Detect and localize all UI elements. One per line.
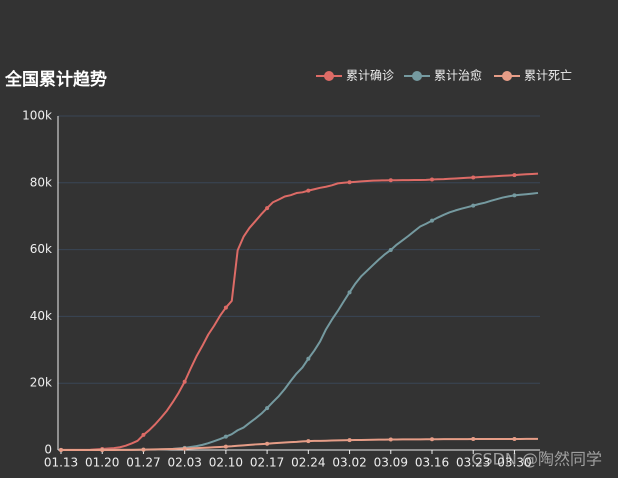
x-tick-label: 03.23 [456,456,490,470]
legend-label: 累计治愈 [434,68,482,83]
y-tick-label: 20k [30,376,52,390]
point [100,447,105,452]
point [223,305,228,310]
point [265,406,270,411]
point [306,356,311,361]
series-line [61,437,539,451]
y-tick-label: 100k [22,109,52,123]
point [512,173,517,178]
point [223,444,228,449]
y-tick-label: 60k [30,242,52,256]
point [347,290,352,295]
y-tick-label: 80k [30,175,52,189]
y-tick-label: 40k [30,309,52,323]
point [471,437,476,442]
legend-swatch [412,71,422,81]
x-tick-label: 03.16 [415,456,449,470]
point [471,175,476,180]
point [223,434,228,439]
x-tick-label: 02.24 [291,456,325,470]
x-tick-label: 02.17 [250,456,284,470]
point [430,177,434,182]
point [471,203,476,208]
x-tick-label: 03.30 [497,456,531,470]
point [306,439,311,444]
point [306,188,311,193]
x-tick-label: 01.27 [126,456,160,470]
point [430,437,434,442]
point [347,180,352,185]
point [141,447,146,452]
x-tick-label: 03.09 [374,456,408,470]
y-tick-label: 0 [44,443,52,457]
x-tick-label: 01.13 [44,456,78,470]
x-tick-label: 02.10 [209,456,243,470]
series-line [61,172,539,451]
x-tick-label: 02.03 [167,456,201,470]
point [59,447,63,452]
point [265,206,270,211]
x-tick-label: 01.20 [85,456,119,470]
point [182,379,187,384]
legend-swatch [324,71,334,81]
point [512,436,517,441]
watermark: CSDN @陶然同学 [471,450,602,469]
legend-swatch [502,71,512,81]
x-tick-label: 03.02 [332,456,366,470]
point [182,446,187,451]
point [512,193,517,198]
point [347,438,352,443]
point [430,218,434,223]
point [265,441,270,446]
point [388,247,393,252]
legend-label: 累计确诊 [346,69,394,83]
chart-title: 全国累计趋势 [4,69,107,90]
point [388,437,393,442]
point [388,178,393,183]
legend-label: 累计死亡 [524,69,572,83]
point [141,432,146,437]
